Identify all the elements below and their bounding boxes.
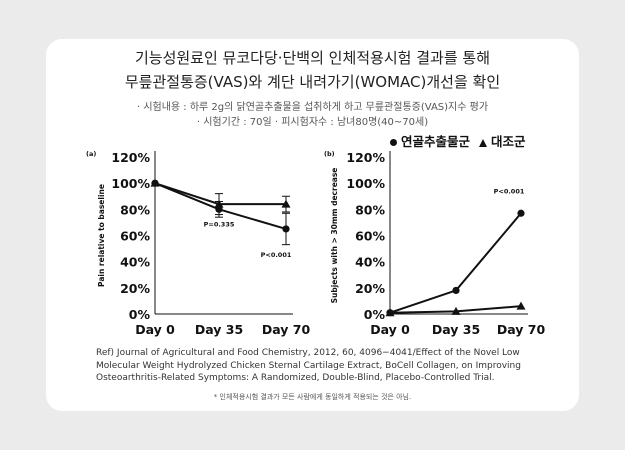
chart-b-y-tick-label: 100%	[346, 176, 385, 191]
chart-a-y-tick-label: 60%	[120, 229, 150, 244]
legend-circle-marker	[390, 139, 397, 146]
chart-b-point-triangle	[385, 308, 395, 317]
page-title-line-2: 무릎관절통증(VAS)와 계단 내려가기(WOMAC)개선을 확인	[124, 73, 501, 91]
chart-a-y-tick-label: 20%	[120, 281, 150, 296]
study-info-line-2: · 시험기간 : 70일 · 피시험자수 : 남녀80명(40~70세)	[196, 117, 429, 128]
legend-series-2-label: 대조군	[491, 134, 526, 149]
chart-a-point-circle	[282, 225, 290, 233]
chart-a-panel-label: (a)	[86, 150, 96, 158]
chart-a-y-tick-label: 80%	[120, 202, 150, 217]
chart-b-p-value-label: P<0.001	[494, 187, 525, 195]
chart-b-y-tick-label: 0%	[364, 307, 386, 322]
chart-a-point-triangle	[214, 199, 224, 208]
chart-a-y-axis-label: Pain relative to baseline	[97, 184, 106, 287]
chart-b-point-triangle	[516, 301, 526, 310]
reference-text: Ref) Journal of Agricultural and Food Ch…	[96, 348, 521, 383]
chart-legend: 연골추출물군 대조군	[390, 131, 526, 150]
chart-a-x-tick-label: Day 35	[195, 322, 243, 337]
chart-b-x-tick-label: Day 0	[370, 322, 410, 337]
chart-b-x-tick-label: Day 35	[432, 322, 480, 337]
chart-a-y-tick-label: 0%	[129, 307, 151, 322]
chart-b-point-triangle	[451, 306, 461, 315]
chart-b-y-tick-label: 40%	[355, 255, 385, 270]
legend-series-1-label: 연골추출물군	[401, 134, 471, 149]
chart-b-y-tick-label: 80%	[355, 202, 385, 217]
chart-b-y-tick-label: 120%	[346, 150, 385, 165]
chart-b-y-tick-label: 60%	[355, 229, 385, 244]
chart-a-point-triangle	[150, 178, 160, 187]
page-title-line-1: 기능성원료인 뮤코다당·단백의 인체적용시험 결과를 통해	[134, 49, 491, 67]
chart-a-x-tick-label: Day 70	[262, 322, 311, 337]
chart-b-point-circle	[452, 286, 460, 295]
content-card	[46, 39, 579, 411]
chart-a-y-tick-label: 100%	[111, 176, 150, 191]
footnote: * 인체적용시험 결과가 모든 사람에게 동일하게 적용되는 것은 아님.	[213, 393, 412, 401]
chart-b-panel-label: (b)	[324, 150, 335, 158]
chart-a-p-value-label: P<0.001	[261, 251, 292, 259]
chart-b-y-tick-label: 20%	[355, 281, 385, 296]
study-info-line-1: · 시험내용 : 하루 2g의 닭연골추출물을 섭취하게 하고 무릎관절통증(V…	[136, 102, 489, 113]
chart-a-y-tick-label: 120%	[111, 150, 150, 165]
chart-a-x-tick-label: Day 0	[135, 322, 175, 337]
chart-b-x-tick-label: Day 70	[497, 322, 546, 337]
chart-b-point-circle	[517, 209, 525, 217]
chart-b-series-1-line	[389, 212, 522, 314]
chart-b-y-axis-label: Subjects with > 30mm decrease	[330, 168, 339, 304]
chart-a-point-triangle	[281, 199, 291, 208]
legend-triangle-marker	[479, 138, 488, 147]
chart-a-p-value-label: P=0.335	[204, 220, 235, 228]
chart-a-y-tick-label: 40%	[120, 255, 150, 270]
